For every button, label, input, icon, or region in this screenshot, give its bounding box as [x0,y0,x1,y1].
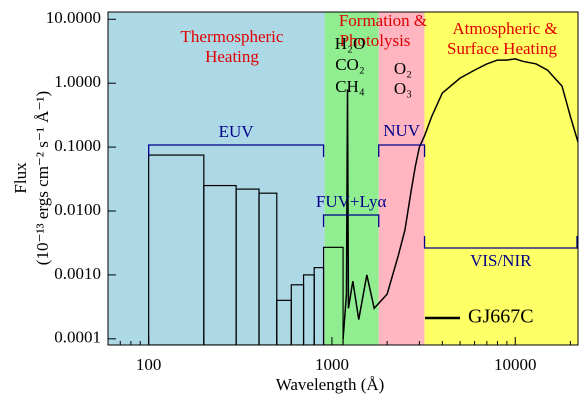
y-tick-label: 0.0010 [54,264,101,283]
region [424,12,578,345]
y-tick-label: 0.0100 [54,200,101,219]
annotation: CO₂ [335,55,365,74]
x-tick-label: 100 [136,355,162,374]
plot-frame [107,11,579,346]
histogram-bar [258,192,278,345]
annotation: CH₄ [335,77,365,96]
annotation: Photolysis [340,31,411,50]
bracket [423,236,578,249]
bracket [378,144,426,157]
y-tick-label: 0.0001 [54,328,101,347]
bracket-label: VIS/NIR [470,251,532,270]
y-tick-label: 1.0000 [54,72,101,91]
annotation: Surface Heating [447,39,557,58]
annotation: O₃ [394,79,412,98]
region [108,12,325,345]
annotation: Heating [205,47,259,66]
x-tick-label: 1000 [315,355,349,374]
bracket-label: FUV+Lyα [316,192,387,211]
bracket [148,144,325,157]
spectrum-line [342,58,578,339]
annotation: Formation & [339,11,427,30]
region [378,12,425,345]
plot-area [108,12,578,345]
y-axis-label: (10⁻¹³ ergs cm⁻² s⁻¹ Å⁻¹) [33,91,52,265]
y-tick-label: 10.0000 [46,8,101,27]
annotation: Atmospheric & [452,19,557,38]
y-tick-label: 0.1000 [54,136,101,155]
annotation: Thermospheric [181,27,284,46]
annotation: O₂ [394,59,412,78]
bracket-label: NUV [383,121,421,140]
bracket-label: EUV [219,122,255,141]
legend-label: GJ667C [468,306,534,328]
x-tick-label: 10000 [494,355,537,374]
y-axis-label: Flux [11,162,30,194]
histogram-bar [322,246,344,345]
annotation: H₂O [335,34,365,53]
x-axis-label: Wavelength (Å) [276,375,385,394]
bracket [322,214,380,227]
